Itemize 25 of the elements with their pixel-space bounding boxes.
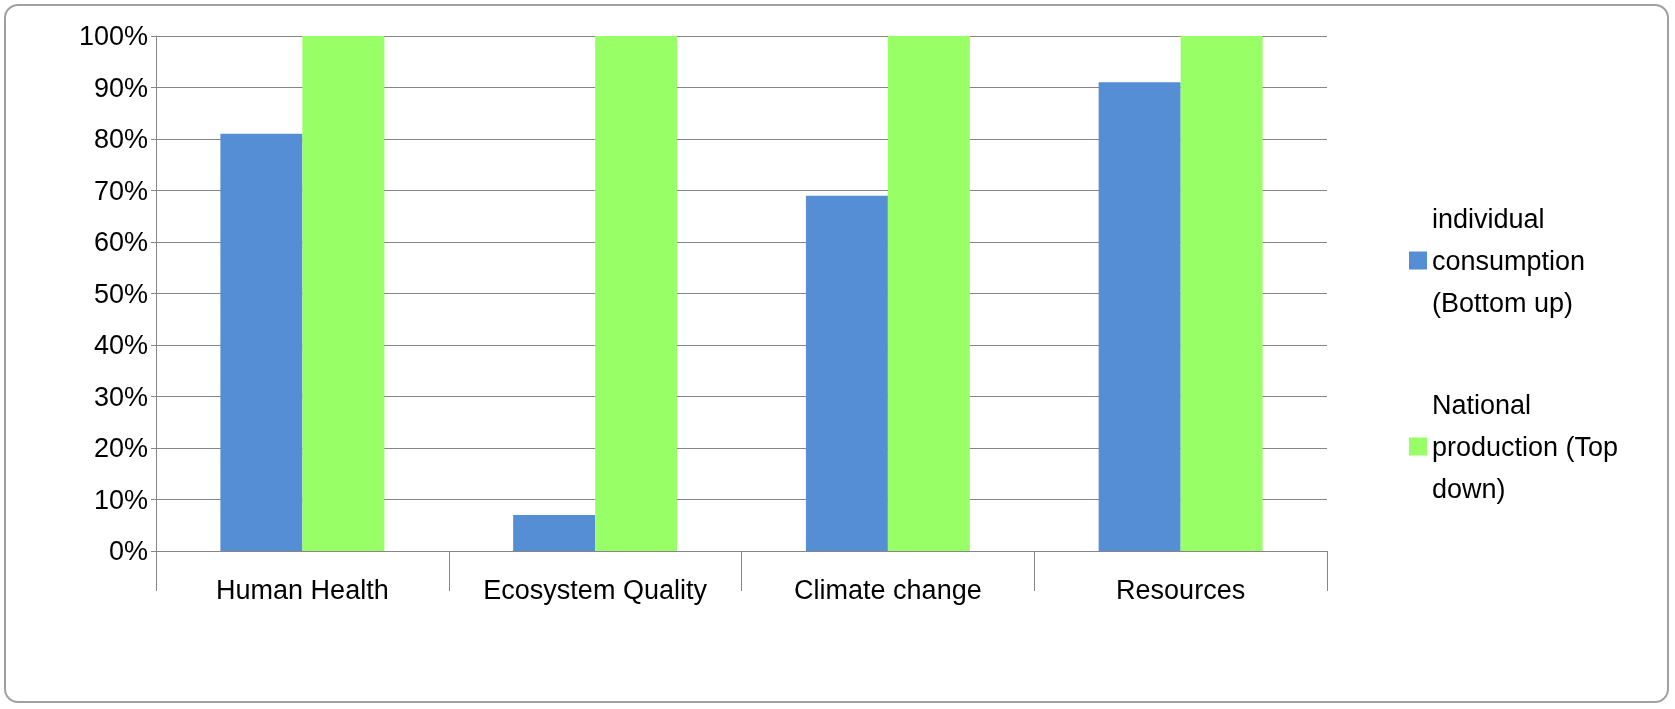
legend-label: National production (Top down)	[1432, 389, 1626, 504]
y-tick-label: 20%	[93, 433, 148, 463]
x-tick-label: Climate change	[794, 575, 982, 605]
y-tick-label: 40%	[93, 330, 148, 360]
y-tick-label: 50%	[93, 278, 148, 309]
bar	[220, 133, 303, 551]
bar	[302, 36, 385, 551]
bar	[595, 36, 678, 551]
y-tick-label: 60%	[93, 227, 148, 257]
y-tick-label: 90%	[93, 72, 148, 103]
x-tick-label: Ecosystem Quality	[483, 575, 708, 605]
y-tick-label: 0%	[108, 536, 148, 566]
bar	[1180, 36, 1263, 551]
bar	[1098, 82, 1181, 551]
y-tick-label: 100%	[78, 21, 148, 51]
legend-label: individual consumption (Bottom up)	[1432, 203, 1593, 318]
bar	[805, 195, 888, 551]
y-tick-label: 30%	[93, 381, 148, 412]
x-tick-label: Resources	[1116, 575, 1246, 605]
y-tick-label: 10%	[93, 484, 148, 515]
y-tick-label: 80%	[93, 124, 148, 154]
y-tick-label: 70%	[93, 175, 148, 206]
bar	[887, 36, 970, 551]
bar	[513, 514, 596, 551]
x-tick-label: Human Health	[216, 575, 389, 605]
